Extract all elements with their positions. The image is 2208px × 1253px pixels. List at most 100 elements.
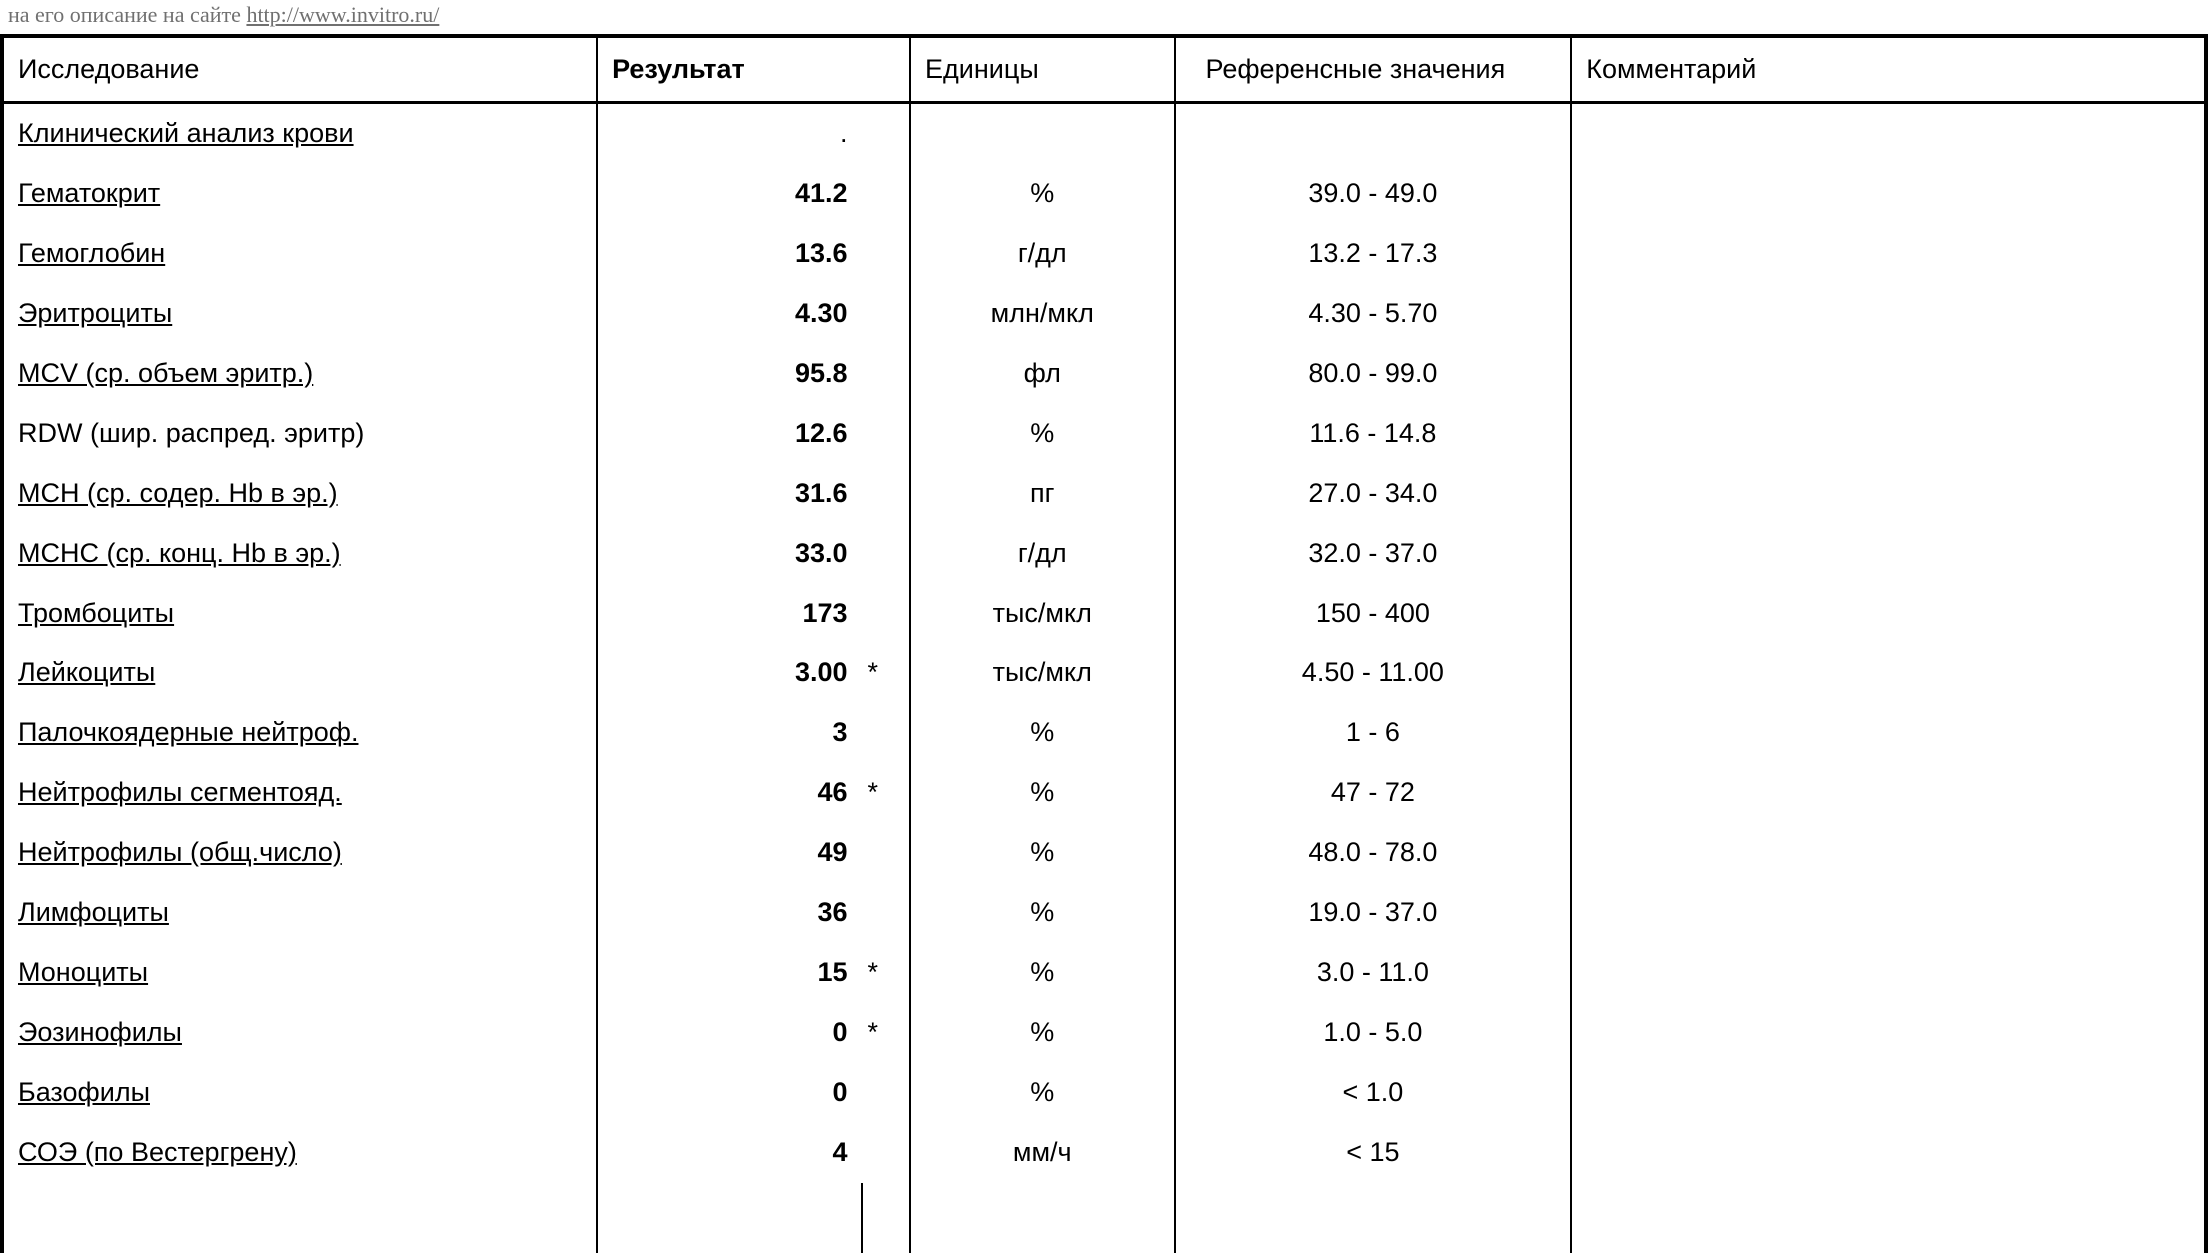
test-name: Лимфоциты [18, 897, 169, 927]
cell-ref: < 15 [1175, 1123, 1572, 1183]
cell-units: % [910, 703, 1174, 763]
table-row: Эритроциты4.30млн/мкл4.30 - 5.70 [2, 284, 2206, 344]
spacer-row [2, 1183, 2206, 1253]
cell-flag [862, 284, 910, 344]
cell-units: % [910, 404, 1174, 464]
cell-units: пг [910, 464, 1174, 524]
test-name: Нейтрофилы сегментояд. [18, 777, 342, 807]
cell-units: % [910, 823, 1174, 883]
table-row: MCH (ср. содер. Hb в эр.)31.6пг27.0 - 34… [2, 464, 2206, 524]
test-name: RDW (шир. распред. эритр) [18, 418, 364, 448]
cell-result: 41.2 [597, 164, 861, 224]
cell-comment [1571, 883, 2206, 943]
cell-comment [1571, 703, 2206, 763]
cell-result: 173 [597, 584, 861, 644]
header-comment: Комментарий [1571, 36, 2206, 103]
cell-flag [862, 344, 910, 404]
table-row: RDW (шир. распред. эритр) 12.6%11.6 - 14.… [2, 404, 2206, 464]
cell-flag [862, 164, 910, 224]
cell-ref: 39.0 - 49.0 [1175, 164, 1572, 224]
table-row: СОЭ (по Вестергрену)4мм/ч< 15 [2, 1123, 2206, 1183]
cell-ref: 11.6 - 14.8 [1175, 404, 1572, 464]
result-value: 31.6 [795, 478, 848, 508]
result-value: 173 [802, 598, 847, 628]
cell-comment [1571, 943, 2206, 1003]
result-value: 0 [833, 1017, 848, 1047]
result-value: 12.6 [795, 418, 848, 448]
cell-name: Нейтрофилы (общ.число) [2, 823, 597, 883]
header-flag [862, 36, 910, 103]
cell-flag [862, 584, 910, 644]
cell-ref: 150 - 400 [1175, 584, 1572, 644]
spacer-cell [2, 1183, 597, 1253]
test-name: Нейтрофилы (общ.число) [18, 837, 342, 867]
cell-flag [862, 703, 910, 763]
cell-comment [1571, 164, 2206, 224]
cell-comment [1571, 284, 2206, 344]
cell-name: MCH (ср. содер. Hb в эр.) [2, 464, 597, 524]
cell-comment [1571, 103, 2206, 164]
result-value: 41.2 [795, 178, 848, 208]
cell-flag [862, 404, 910, 464]
lab-results-table: Исследование Результат Единицы Референсн… [0, 34, 2208, 1253]
cell-name: СОЭ (по Вестергрену) [2, 1123, 597, 1183]
cell-result: 0 [597, 1063, 861, 1123]
cell-name: Гематокрит [2, 164, 597, 224]
test-name: MCHC (ср. конц. Hb в эр.) [18, 538, 341, 568]
cell-flag: * [862, 763, 910, 823]
table-header-row: Исследование Результат Единицы Референсн… [2, 36, 2206, 103]
cell-result: 12.6 [597, 404, 861, 464]
cell-units: % [910, 943, 1174, 1003]
spacer-cell [910, 1183, 1174, 1253]
cell-ref: 13.2 - 17.3 [1175, 224, 1572, 284]
cell-comment [1571, 344, 2206, 404]
cell-ref: 4.50 - 11.00 [1175, 643, 1572, 703]
result-value: 46 [818, 777, 848, 807]
cell-units: мм/ч [910, 1123, 1174, 1183]
table-row: MCHC (ср. конц. Hb в эр.)33.0г/дл32.0 - … [2, 524, 2206, 584]
cell-name: Эритроциты [2, 284, 597, 344]
cell-comment [1571, 524, 2206, 584]
cell-result: 3 [597, 703, 861, 763]
cell-result: . [597, 103, 861, 164]
cell-ref: 48.0 - 78.0 [1175, 823, 1572, 883]
cell-flag [862, 1063, 910, 1123]
result-value: 3 [833, 717, 848, 747]
cell-comment [1571, 584, 2206, 644]
table-row: Базофилы0%< 1.0 [2, 1063, 2206, 1123]
header-result: Результат [597, 36, 861, 103]
cell-name: Гемоглобин [2, 224, 597, 284]
cell-units: % [910, 164, 1174, 224]
cell-name: RDW (шир. распред. эритр) [2, 404, 597, 464]
cell-result: 33.0 [597, 524, 861, 584]
result-value: 95.8 [795, 358, 848, 388]
table-row: Эозинофилы0*%1.0 - 5.0 [2, 1003, 2206, 1063]
cell-flag [862, 103, 910, 164]
table-row: Нейтрофилы сегментояд.46*%47 - 72 [2, 763, 2206, 823]
cell-flag [862, 524, 910, 584]
test-name: Палочкоядерные нейтроф. [18, 717, 358, 747]
test-name: Лейкоциты [18, 657, 155, 687]
result-value: 3.00 [795, 657, 848, 687]
table-row: Клинический анализ крови. [2, 103, 2206, 164]
table-row: Палочкоядерные нейтроф.3%1 - 6 [2, 703, 2206, 763]
cell-result: 49 [597, 823, 861, 883]
cell-result: 15 [597, 943, 861, 1003]
table-body: Исследование Результат Единицы Референсн… [2, 36, 2206, 1253]
cell-name: Нейтрофилы сегментояд. [2, 763, 597, 823]
cell-flag [862, 464, 910, 524]
result-value: 33.0 [795, 538, 848, 568]
test-name: Эритроциты [18, 298, 172, 328]
cell-units: % [910, 763, 1174, 823]
cell-name: Клинический анализ крови [2, 103, 597, 164]
cell-comment [1571, 1063, 2206, 1123]
cell-ref: < 1.0 [1175, 1063, 1572, 1123]
cell-ref: 19.0 - 37.0 [1175, 883, 1572, 943]
spacer-cell [597, 1183, 861, 1253]
cropped-header-text: на его описание на сайте http://www.invi… [0, 0, 2208, 34]
cell-units: тыс/мкл [910, 643, 1174, 703]
cell-units: % [910, 883, 1174, 943]
cell-comment [1571, 1123, 2206, 1183]
spacer-cell [1175, 1183, 1572, 1253]
cell-name: Тромбоциты [2, 584, 597, 644]
